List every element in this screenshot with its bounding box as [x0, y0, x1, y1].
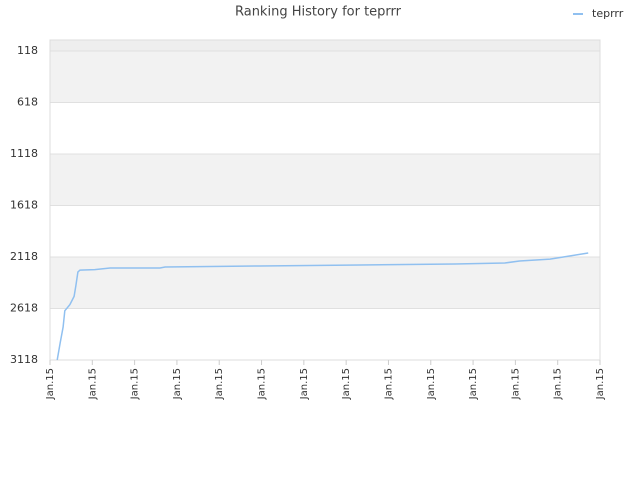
y-tick-label: 2618: [10, 302, 38, 315]
y-tick-label: 1118: [10, 147, 38, 160]
x-tick-label: Jan.15: [468, 368, 479, 400]
x-tick-label: Jan.15: [45, 368, 56, 400]
y-tick-label: 3118: [10, 353, 38, 366]
y-tick-label: 2118: [10, 250, 38, 263]
grid-band: [50, 102, 600, 155]
x-tick-label: Jan.15: [130, 368, 141, 400]
grid-band: [50, 51, 600, 103]
plot-border: [49, 39, 601, 361]
grid-band: [50, 154, 600, 206]
y-tick-label: 118: [17, 44, 38, 57]
line: [56, 252, 589, 361]
x-tick-label: Jan.15: [172, 368, 183, 400]
x-tick-label: Jan.15: [87, 368, 98, 400]
x-tick-label: Jan.15: [341, 368, 352, 400]
x-tick-label: Jan.15: [383, 368, 394, 400]
chart-title: Ranking History for teprrr: [235, 5, 402, 20]
x-tick-label: Jan.15: [214, 368, 225, 400]
x-tick-label: Jan.15: [299, 368, 310, 400]
x-tick-label: Jan.15: [426, 368, 437, 400]
x-tick-label: Jan.15: [510, 368, 521, 400]
legend-label: teprrr: [592, 7, 624, 20]
grid-band: [50, 205, 600, 258]
x-tick-label: Jan.15: [553, 368, 564, 400]
x-tick-label: Jan.15: [257, 368, 268, 400]
grid-band: [50, 308, 600, 360]
y-tick-label: 618: [17, 96, 38, 109]
y-tick-label: 1618: [10, 199, 38, 212]
x-tick-label: Jan.15: [595, 368, 606, 400]
